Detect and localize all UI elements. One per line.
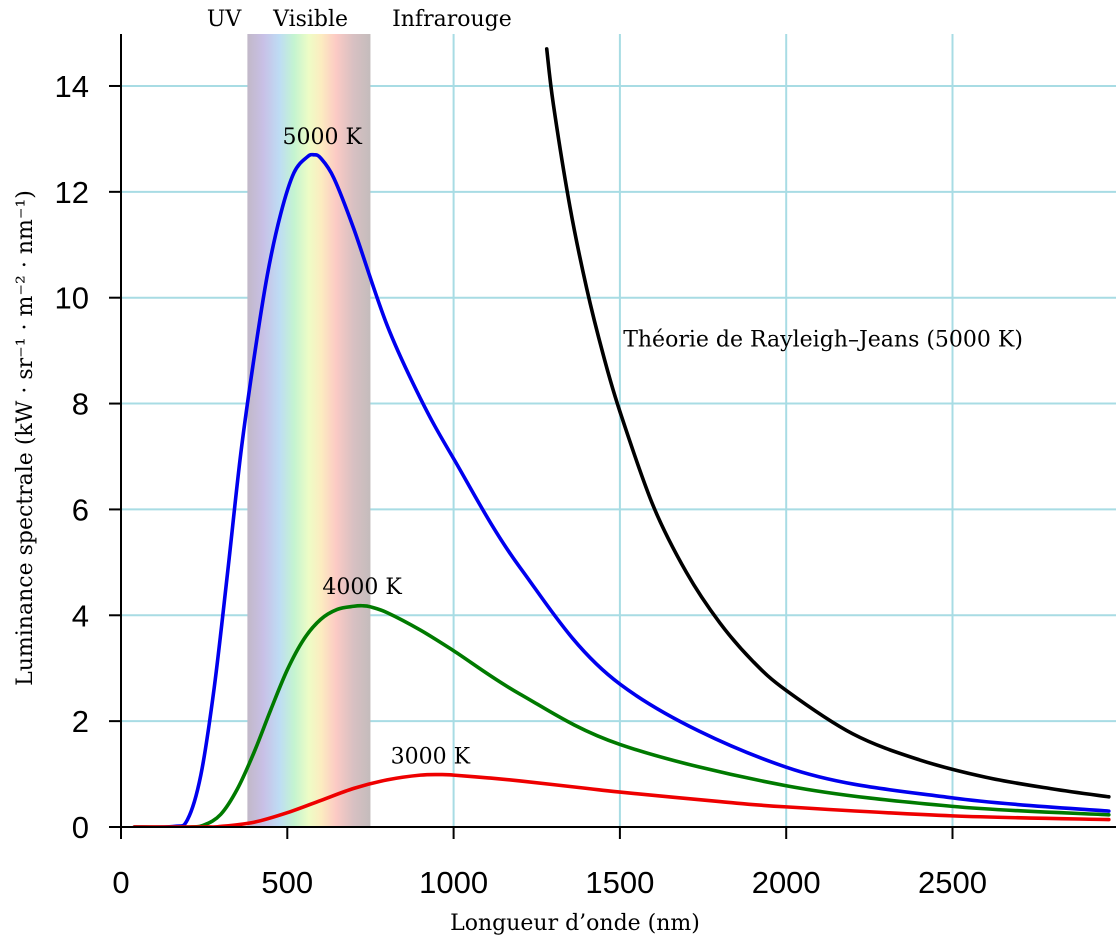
visible-spectrum-band [247, 34, 371, 827]
series-group [132, 47, 1111, 828]
visible-band-label: Visible [272, 7, 348, 32]
y-tick-label: 0 [72, 810, 89, 845]
label-5000k: 5000 K [283, 125, 363, 150]
x-axis-label: Longueur d’onde (nm) [450, 911, 700, 936]
y-tick-label: 4 [72, 598, 89, 633]
x-tick-label: 0 [112, 865, 129, 900]
y-axis-label: Luminance spectrale (kW · sr⁻¹ · m⁻² · n… [13, 190, 38, 686]
uv-band-label: UV [207, 7, 243, 32]
y-tick-label: 6 [72, 492, 89, 527]
label-rayleigh-jeans: Théorie de Rayleigh–Jeans (5000 K) [623, 327, 1023, 352]
series-5000k-curve [132, 152, 1111, 828]
y-tick-label: 12 [55, 175, 89, 210]
x-tick-label: 2000 [752, 865, 821, 900]
series-4000k-curve [132, 603, 1111, 828]
y-tick-label: 14 [55, 69, 89, 104]
series-3000k-curve [132, 772, 1111, 828]
axes [109, 34, 1116, 839]
label-3000k: 3000 K [391, 744, 471, 769]
chart-labels: Longueur d’onde (nm) Luminance spectrale… [13, 7, 1023, 936]
spectrum-bands [247, 34, 371, 827]
x-tick-label: 1500 [585, 865, 654, 900]
x-tick-label: 2500 [918, 865, 987, 900]
infrared-band-label: Infrarouge [392, 7, 512, 32]
x-tick-label: 1000 [419, 865, 488, 900]
y-tick-label: 8 [72, 387, 89, 422]
y-tick-label: 10 [55, 281, 89, 316]
y-tick-label: 2 [72, 704, 89, 739]
series-rayleigh-jeans-curve [544, 47, 1111, 799]
x-tick-label: 500 [261, 865, 313, 900]
label-4000k: 4000 K [322, 575, 402, 600]
